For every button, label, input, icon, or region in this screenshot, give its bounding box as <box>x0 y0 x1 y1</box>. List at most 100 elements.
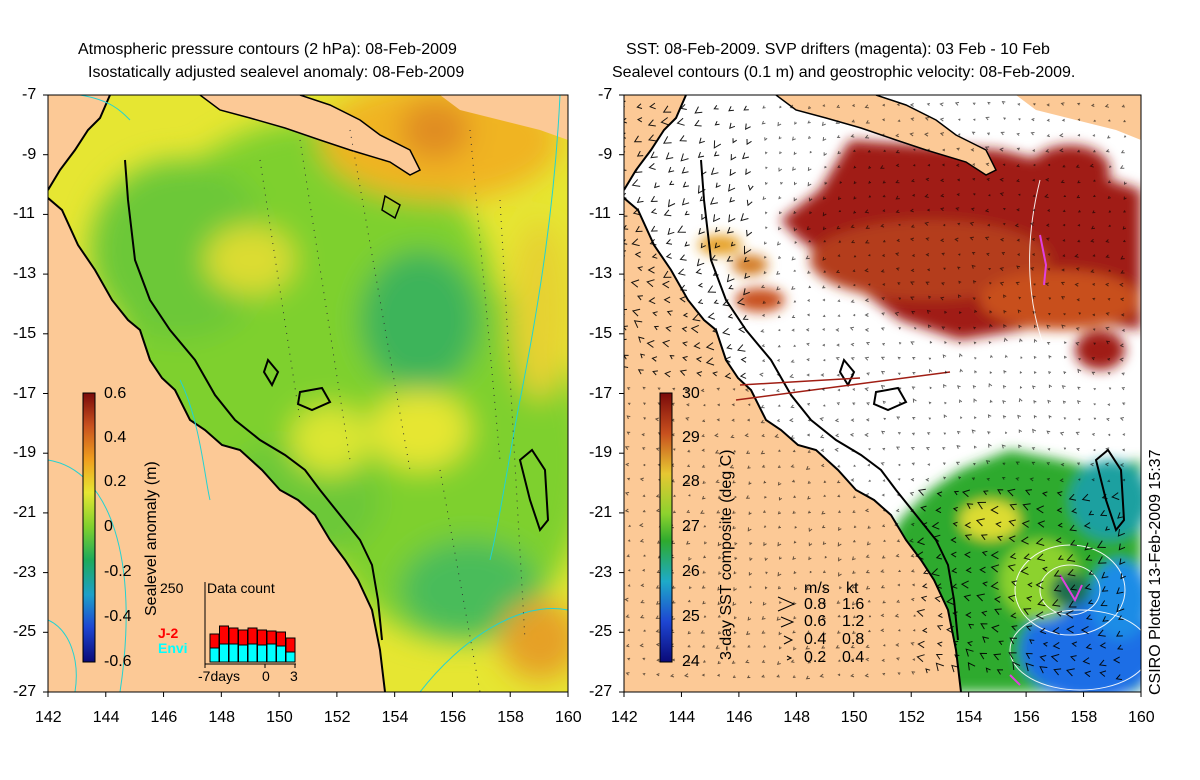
inset-ymax: 250 <box>160 580 184 596</box>
velocity-arrow-icon <box>687 599 691 603</box>
velocity-arrow-icon <box>1000 131 1005 136</box>
velocity-arrow-icon <box>1046 341 1051 345</box>
velocity-arrow-icon <box>679 254 687 261</box>
velocity-arrow-icon <box>1063 371 1067 375</box>
velocity-arrow-icon <box>717 631 722 635</box>
velocity-arrow-icon <box>941 163 945 167</box>
velocity-arrow-icon <box>896 493 900 497</box>
velocity-arrow-icon <box>822 314 826 318</box>
velocity-arrow-icon <box>896 238 900 242</box>
velocity-arrow-icon <box>1101 571 1109 579</box>
velocity-arrow-icon <box>639 538 644 543</box>
velocity-arrow-icon <box>1046 477 1050 481</box>
velocity-arrow-icon <box>1001 100 1006 105</box>
velocity-arrow-icon <box>1117 644 1123 650</box>
velocity-arrow-icon <box>687 494 691 497</box>
velocity-arrow-icon <box>790 464 795 468</box>
velocity-arrow-icon <box>1105 417 1110 422</box>
velocity-arrow-icon <box>726 274 735 283</box>
velocity-arrow-icon <box>970 207 975 211</box>
sla-cbar-tick: -0.6 <box>104 653 132 670</box>
velocity-arrow-icon <box>717 464 721 467</box>
velocity-arrow-icon <box>776 674 780 678</box>
velocity-arrow-icon <box>692 313 701 322</box>
velocity-arrow-icon <box>715 645 720 649</box>
y-tick-label: -9 <box>22 145 37 163</box>
velocity-arrow-icon <box>702 660 706 663</box>
speed-kt: 0.4 <box>842 649 865 666</box>
velocity-arrow-icon <box>835 120 840 124</box>
velocity-arrow-icon <box>1048 371 1052 375</box>
velocity-arrow-icon <box>864 298 869 303</box>
velocity-arrow-icon <box>823 240 826 243</box>
velocity-arrow-icon <box>836 600 841 604</box>
sst-cbar-tick: 29 <box>682 429 700 446</box>
velocity-arrow-icon <box>777 596 796 661</box>
velocity-arrow-icon <box>732 644 736 648</box>
velocity-arrow-icon <box>835 433 840 438</box>
velocity-arrow-icon <box>731 418 735 422</box>
velocity-arrow-icon <box>819 434 825 439</box>
velocity-arrow-icon <box>778 167 783 172</box>
velocity-arrow-icon <box>1107 119 1111 122</box>
velocity-arrow-icon <box>702 570 706 574</box>
velocity-arrow-icon <box>679 296 686 303</box>
velocity-arrow-icon <box>853 210 857 214</box>
velocity-arrow-icon <box>776 616 781 621</box>
velocity-arrow-icon <box>1059 431 1065 436</box>
velocity-arrow-icon <box>1107 403 1111 407</box>
velocity-arrow-icon <box>852 615 856 619</box>
velocity-arrow-icon <box>852 149 856 152</box>
velocity-arrow-icon <box>726 227 734 234</box>
velocity-arrow-icon <box>1025 625 1033 631</box>
velocity-arrow-icon <box>1108 269 1111 272</box>
velocity-arrow-icon <box>881 493 885 497</box>
velocity-arrow-icon <box>655 629 660 633</box>
velocity-arrow-icon <box>984 208 989 213</box>
velocity-arrow-icon <box>882 283 886 286</box>
velocity-arrow-icon <box>701 448 705 452</box>
velocity-arrow-icon <box>1032 149 1036 152</box>
velocity-arrow-icon <box>1117 512 1124 519</box>
velocity-arrow-icon <box>1051 599 1061 607</box>
velocity-arrow-icon <box>705 357 715 366</box>
velocity-arrow-icon <box>820 448 825 452</box>
velocity-arrow-icon <box>1060 281 1065 286</box>
velocity-arrow-icon <box>853 525 857 529</box>
velocity-arrow-icon <box>1053 570 1062 577</box>
velocity-arrow-icon <box>940 193 945 198</box>
velocity-arrow-icon <box>626 415 631 420</box>
velocity-arrow-icon <box>898 341 902 345</box>
y-tick-label: -15 <box>13 324 37 342</box>
velocity-arrow-icon <box>686 403 690 407</box>
velocity-arrow-icon <box>865 225 870 229</box>
velocity-arrow-icon <box>762 196 767 201</box>
velocity-arrow-icon <box>868 195 872 198</box>
velocity-arrow-icon <box>850 673 855 678</box>
velocity-arrow-icon <box>732 388 736 391</box>
velocity-arrow-icon <box>897 629 901 632</box>
velocity-arrow-icon <box>909 237 915 242</box>
velocity-arrow-icon <box>687 630 691 635</box>
velocity-arrow-icon <box>912 148 916 151</box>
velocity-arrow-icon <box>717 403 721 407</box>
velocity-arrow-icon <box>792 556 796 560</box>
left-title-line1: Atmospheric pressure contours (2 hPa): 0… <box>78 41 457 58</box>
velocity-arrow-icon <box>928 357 932 360</box>
velocity-arrow-icon <box>896 446 900 450</box>
velocity-arrow-icon <box>730 434 735 439</box>
velocity-arrow-icon <box>1078 312 1081 315</box>
velocity-arrow-icon <box>626 554 630 558</box>
inset-bar-envi <box>247 643 258 663</box>
velocity-arrow-icon <box>1076 102 1081 106</box>
velocity-arrow-icon <box>980 623 988 630</box>
velocity-arrow-icon <box>1123 210 1126 213</box>
velocity-arrow-icon <box>1123 135 1127 138</box>
velocity-arrow-icon <box>1052 641 1060 650</box>
velocity-arrow-icon <box>864 313 869 317</box>
velocity-arrow-icon <box>1062 164 1066 168</box>
velocity-arrow-icon <box>852 495 856 499</box>
velocity-arrow-icon <box>851 104 856 107</box>
velocity-arrow-icon <box>633 320 643 329</box>
